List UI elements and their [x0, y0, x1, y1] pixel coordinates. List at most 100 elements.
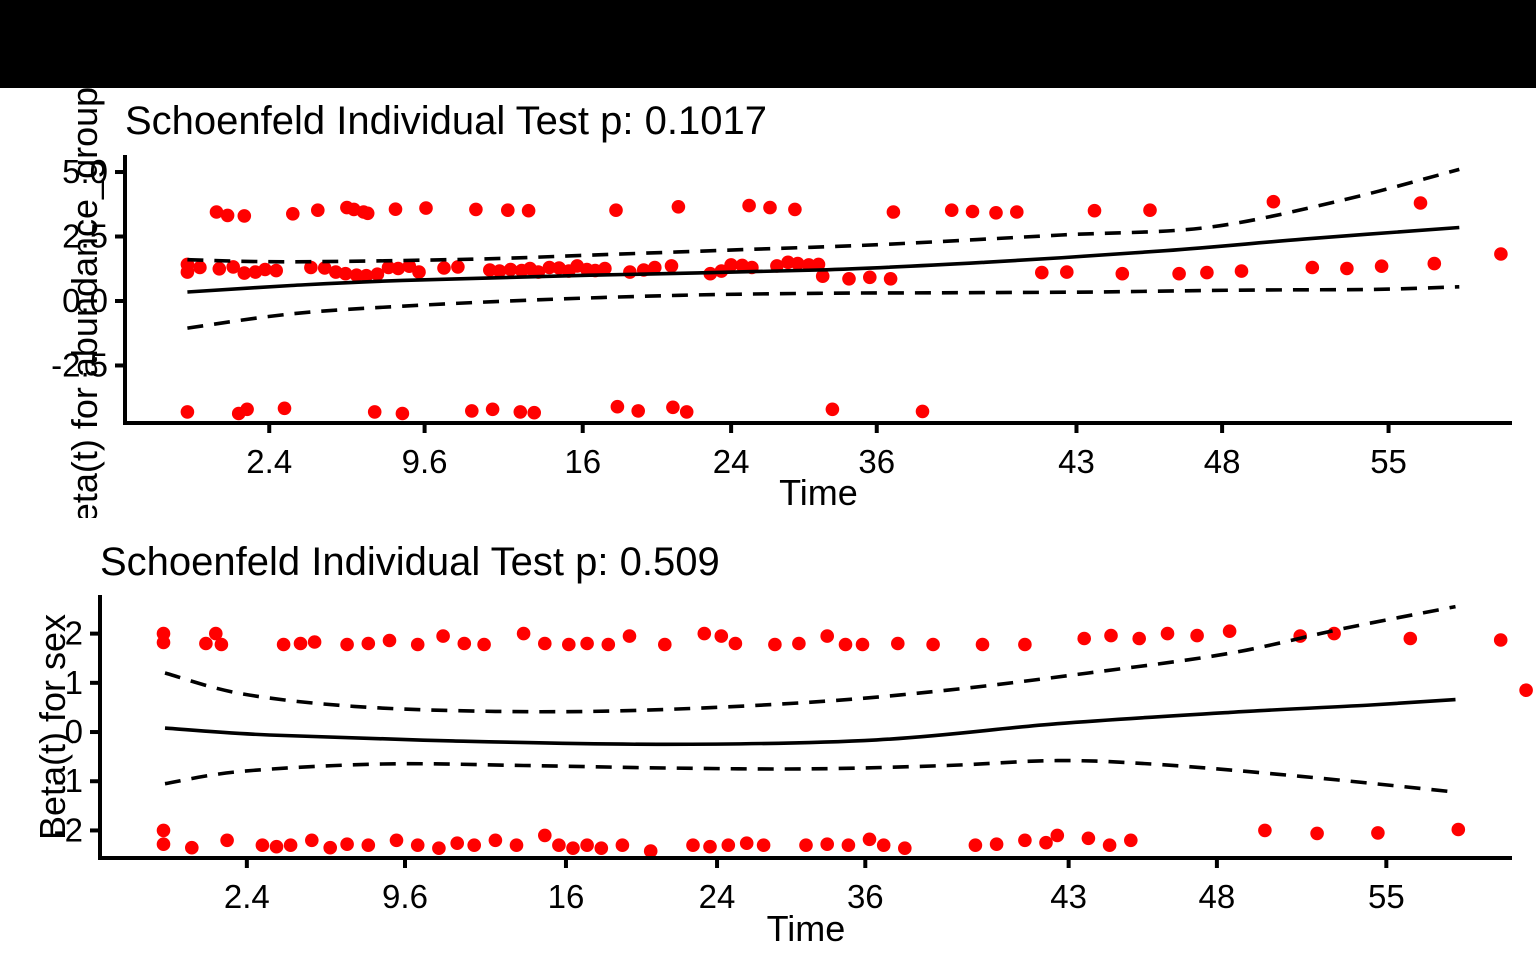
data-point — [214, 637, 229, 652]
data-point — [658, 637, 672, 652]
data-point — [1493, 633, 1508, 647]
data-point — [450, 836, 465, 850]
y-tick-label: 1 — [65, 664, 83, 701]
data-point — [437, 261, 451, 275]
data-point — [391, 261, 406, 276]
data-point — [527, 405, 541, 420]
data-point — [469, 202, 483, 217]
data-point — [485, 402, 500, 417]
data-point — [304, 260, 318, 275]
data-point — [503, 262, 518, 277]
data-point — [432, 841, 446, 855]
y-tick-label: 2.5 — [62, 218, 108, 255]
data-point — [580, 636, 594, 651]
data-point — [724, 258, 738, 272]
data-point — [965, 204, 980, 219]
data-point — [1451, 822, 1466, 837]
data-point — [842, 272, 856, 286]
data-point — [395, 406, 410, 421]
data-point — [477, 637, 491, 652]
data-point — [509, 838, 524, 852]
data-point — [269, 839, 284, 854]
data-point — [1190, 628, 1204, 643]
data-point — [728, 636, 743, 651]
smooth-line — [187, 225, 1460, 294]
conf-lower-line — [164, 758, 1456, 794]
data-point — [788, 202, 802, 217]
data-point — [180, 265, 195, 279]
y-tick-label: 2 — [65, 615, 83, 652]
data-point — [1143, 203, 1157, 217]
x-tick-label: 9.6 — [402, 443, 448, 480]
data-point — [1258, 823, 1272, 838]
data-point — [1132, 631, 1146, 646]
data-point — [768, 637, 782, 652]
data-point — [226, 260, 240, 274]
data-point — [513, 405, 528, 419]
data-point — [436, 629, 450, 643]
data-point — [1018, 637, 1032, 652]
data-point — [317, 261, 332, 275]
data-point — [286, 207, 300, 221]
top-banner — [0, 0, 1536, 88]
x-tick-label: 16 — [564, 443, 601, 480]
data-point — [293, 636, 308, 651]
data-point — [359, 268, 374, 283]
data-point — [538, 828, 552, 843]
data-point — [703, 839, 717, 854]
x-tick-label: 43 — [1058, 443, 1095, 480]
data-point — [521, 203, 536, 218]
data-point — [1427, 256, 1442, 271]
data-point — [269, 263, 284, 278]
x-tick-label: 2.4 — [246, 443, 292, 480]
data-point — [666, 400, 680, 415]
data-point — [1403, 631, 1418, 646]
data-point — [382, 633, 397, 648]
data-point — [1050, 828, 1065, 843]
data-point — [1035, 265, 1049, 280]
data-point — [802, 258, 816, 272]
data-point — [862, 832, 877, 847]
data-point — [277, 401, 292, 416]
data-point — [1077, 631, 1091, 646]
data-point — [855, 637, 870, 652]
data-point — [360, 206, 375, 221]
data-point — [610, 399, 625, 414]
chart2-y-axis-label-box: Beta(t) for sex — [16, 595, 90, 858]
data-point — [467, 838, 482, 852]
data-point — [492, 264, 507, 278]
data-point — [193, 260, 207, 275]
data-point — [790, 256, 805, 271]
data-point — [1371, 826, 1385, 840]
data-point — [820, 629, 834, 643]
data-point — [156, 823, 171, 838]
x-tick-label: 55 — [1370, 443, 1407, 480]
data-point — [237, 266, 252, 280]
data-point — [594, 841, 609, 855]
chart1-y-axis-label-box: Beta(t) for abundance_group — [48, 88, 122, 518]
data-point — [410, 637, 425, 652]
conf-upper-line — [164, 604, 1456, 714]
conf-lower-line — [187, 285, 1460, 330]
data-point — [240, 402, 254, 417]
data-point — [255, 838, 270, 852]
chart2-title: Schoenfeld Individual Test p: 0.509 — [100, 540, 720, 584]
data-point — [580, 838, 594, 852]
data-point — [989, 206, 1003, 220]
data-point — [1266, 194, 1281, 209]
data-point — [944, 203, 959, 217]
data-point — [542, 260, 557, 275]
data-point — [220, 833, 234, 848]
data-point — [697, 626, 712, 641]
conf-upper-line — [187, 167, 1460, 264]
data-point — [648, 260, 662, 275]
data-point — [410, 838, 425, 852]
data-point — [258, 262, 272, 277]
x-tick-label: 24 — [713, 443, 750, 480]
data-point — [838, 637, 853, 652]
data-point — [1124, 833, 1138, 848]
data-point — [598, 261, 612, 276]
data-point — [1200, 265, 1214, 280]
data-point — [209, 205, 224, 219]
data-point — [989, 837, 1004, 851]
